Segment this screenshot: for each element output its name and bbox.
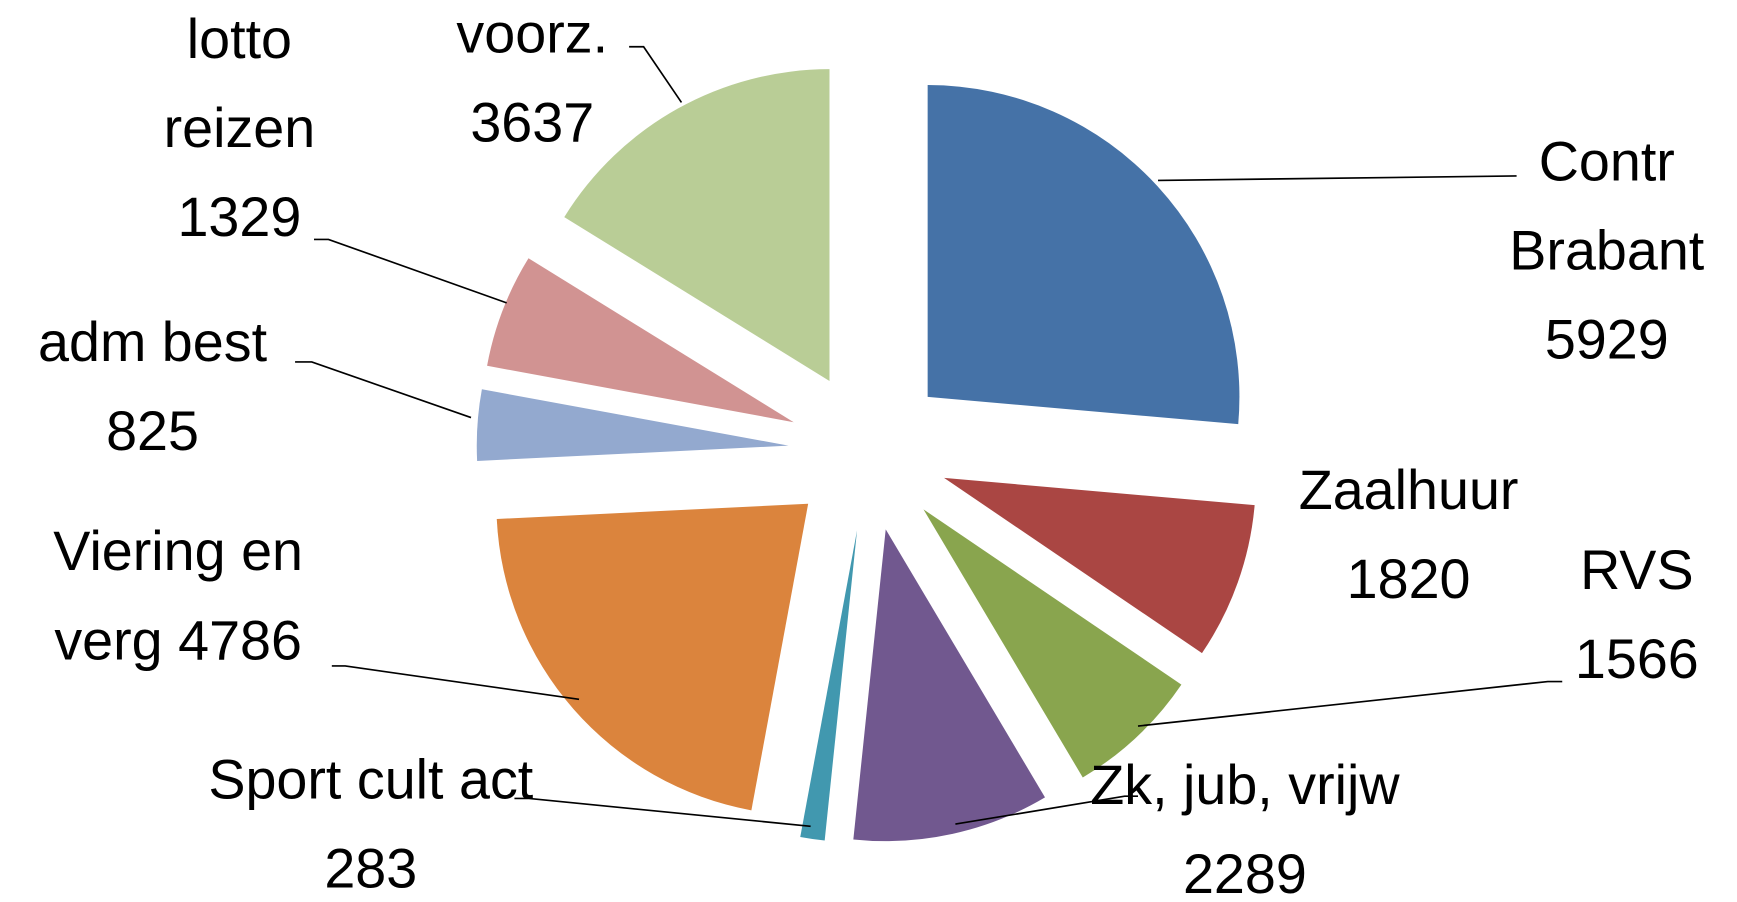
category-name: voorz. [456, 2, 609, 65]
value-label: 5929 [1544, 308, 1669, 371]
data-label: Contr Brabant 5929 [1473, 117, 1737, 384]
leader-line [955, 795, 1138, 825]
data-label: Sport cult act 283 [204, 735, 538, 902]
data-label: Zaalhuur 1820 [1258, 445, 1559, 623]
category-name: Zk, jub, vrijw [1090, 753, 1400, 817]
leader-line [1158, 175, 1517, 182]
data-label: RVS 1566 [1537, 526, 1737, 704]
leader-line [331, 665, 580, 701]
category-name: Sport cult act [208, 748, 534, 811]
value-label: 1566 [1574, 628, 1699, 691]
leader-lines [295, 45, 1563, 828]
leader-line [629, 45, 683, 103]
data-label: adm best 825 [2, 297, 303, 475]
category-name: RVS [1580, 538, 1694, 602]
pie-slice [496, 503, 809, 811]
pie-slice [487, 258, 794, 423]
value-label: 2289 [1182, 842, 1307, 902]
data-label: Zk, jub, vrijw 2289 [1078, 741, 1412, 902]
pie-slice [564, 69, 830, 381]
value-label: 3637 [470, 91, 595, 154]
category-name: Viering en verg [53, 520, 304, 672]
leader-line [514, 797, 811, 828]
pie-slice [944, 477, 1255, 654]
value-label: 1329 [177, 185, 302, 249]
value-label: 1820 [1346, 547, 1471, 611]
pie-slice [923, 509, 1182, 778]
leader-line [295, 361, 472, 419]
data-label: voorz. 3637 [421, 0, 644, 167]
pie-slice [927, 85, 1240, 425]
category-name: adm best [38, 310, 268, 374]
pie-slice [853, 529, 1045, 842]
value-label: 283 [324, 837, 418, 900]
value-label: 825 [106, 399, 200, 463]
data-label: Viering en verg 4786 [11, 507, 345, 685]
pie-slice [800, 530, 858, 841]
value-label: 4786 [178, 609, 302, 672]
category-name: lotto reizen [163, 7, 316, 160]
leader-line [314, 238, 507, 304]
leader-line [1137, 680, 1563, 727]
category-name: Contr Brabant [1509, 130, 1705, 282]
pie-slice [476, 389, 789, 461]
data-label: lotto reizen 1329 [128, 0, 351, 262]
category-name: Zaalhuur [1298, 458, 1519, 522]
